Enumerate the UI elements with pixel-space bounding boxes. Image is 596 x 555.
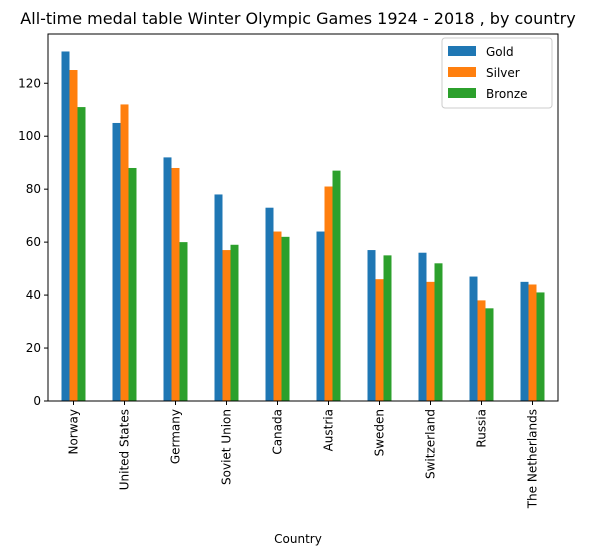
legend-swatch-bronze (448, 88, 476, 98)
legend-swatch-silver (448, 67, 476, 77)
legend-label-silver: Silver (486, 66, 520, 80)
y-tick-label: 80 (26, 182, 41, 196)
bar-gold-soviet-union (214, 194, 223, 401)
legend-label-bronze: Bronze (486, 87, 528, 101)
bar-gold-germany (163, 157, 172, 401)
bar-gold-sweden (367, 250, 376, 401)
bar-gold-switzerland (418, 252, 427, 401)
bar-silver-soviet-union (222, 250, 231, 401)
x-tick-label-germany: Germany (169, 409, 183, 464)
y-tick-label: 100 (18, 129, 41, 143)
bar-silver-united-states (120, 104, 129, 402)
bar-silver-switzerland (426, 281, 435, 401)
bar-gold-united-states (112, 122, 121, 401)
x-tick-label-united-states: United States (118, 409, 132, 490)
bar-bronze-sweden (383, 255, 392, 401)
bar-silver-sweden (375, 279, 384, 401)
bar-silver-russia (477, 300, 486, 401)
bar-gold-norway (61, 51, 70, 401)
x-axis-label: Country (274, 532, 322, 546)
bar-silver-austria (324, 186, 333, 401)
bar-bronze-switzerland (434, 263, 443, 401)
x-tick-label-the-netherlands: The Netherlands (526, 409, 540, 509)
chart-title: All-time medal table Winter Olympic Game… (20, 9, 575, 28)
y-tick-label: 60 (26, 235, 41, 249)
y-tick-label: 20 (26, 341, 41, 355)
x-tick-label-austria: Austria (322, 409, 336, 451)
bar-silver-the-netherlands (528, 284, 537, 401)
bar-silver-norway (69, 70, 78, 402)
bar-bronze-the-netherlands (536, 292, 545, 401)
y-tick-label: 0 (33, 394, 41, 408)
y-axis: 0 20 40 60 80 100 120 (18, 76, 48, 408)
legend-swatch-gold (448, 46, 476, 56)
bar-bronze-soviet-union (230, 244, 239, 401)
x-axis: Norway United States Germany Soviet Union Ca… (67, 401, 540, 509)
legend: Gold Silver Bronze (441, 37, 553, 109)
bar-bronze-austria (332, 170, 341, 401)
bar-silver-germany (171, 167, 180, 401)
x-tick-label-soviet-union: Soviet Union (220, 409, 234, 485)
bar-silver-canada (273, 231, 282, 401)
bar-gold-russia (469, 276, 478, 401)
bar-bronze-norway (77, 107, 86, 402)
bar-gold-canada (265, 207, 274, 401)
bars-group (61, 51, 545, 402)
x-tick-label-russia: Russia (475, 409, 489, 448)
y-tick-label: 40 (26, 288, 41, 302)
x-tick-label-switzerland: Switzerland (424, 409, 438, 479)
bar-gold-the-netherlands (520, 281, 529, 401)
y-tick-label: 120 (18, 76, 41, 90)
x-tick-label-sweden: Sweden (373, 409, 387, 456)
x-tick-label-norway: Norway (67, 409, 81, 455)
bar-bronze-germany (179, 242, 188, 401)
bar-bronze-canada (281, 236, 290, 401)
bar-bronze-russia (485, 308, 494, 401)
legend-label-gold: Gold (486, 45, 514, 59)
bar-gold-austria (316, 231, 325, 401)
plot-frame (47, 33, 559, 402)
bar-bronze-united-states (128, 167, 137, 401)
x-tick-label-canada: Canada (271, 409, 285, 455)
